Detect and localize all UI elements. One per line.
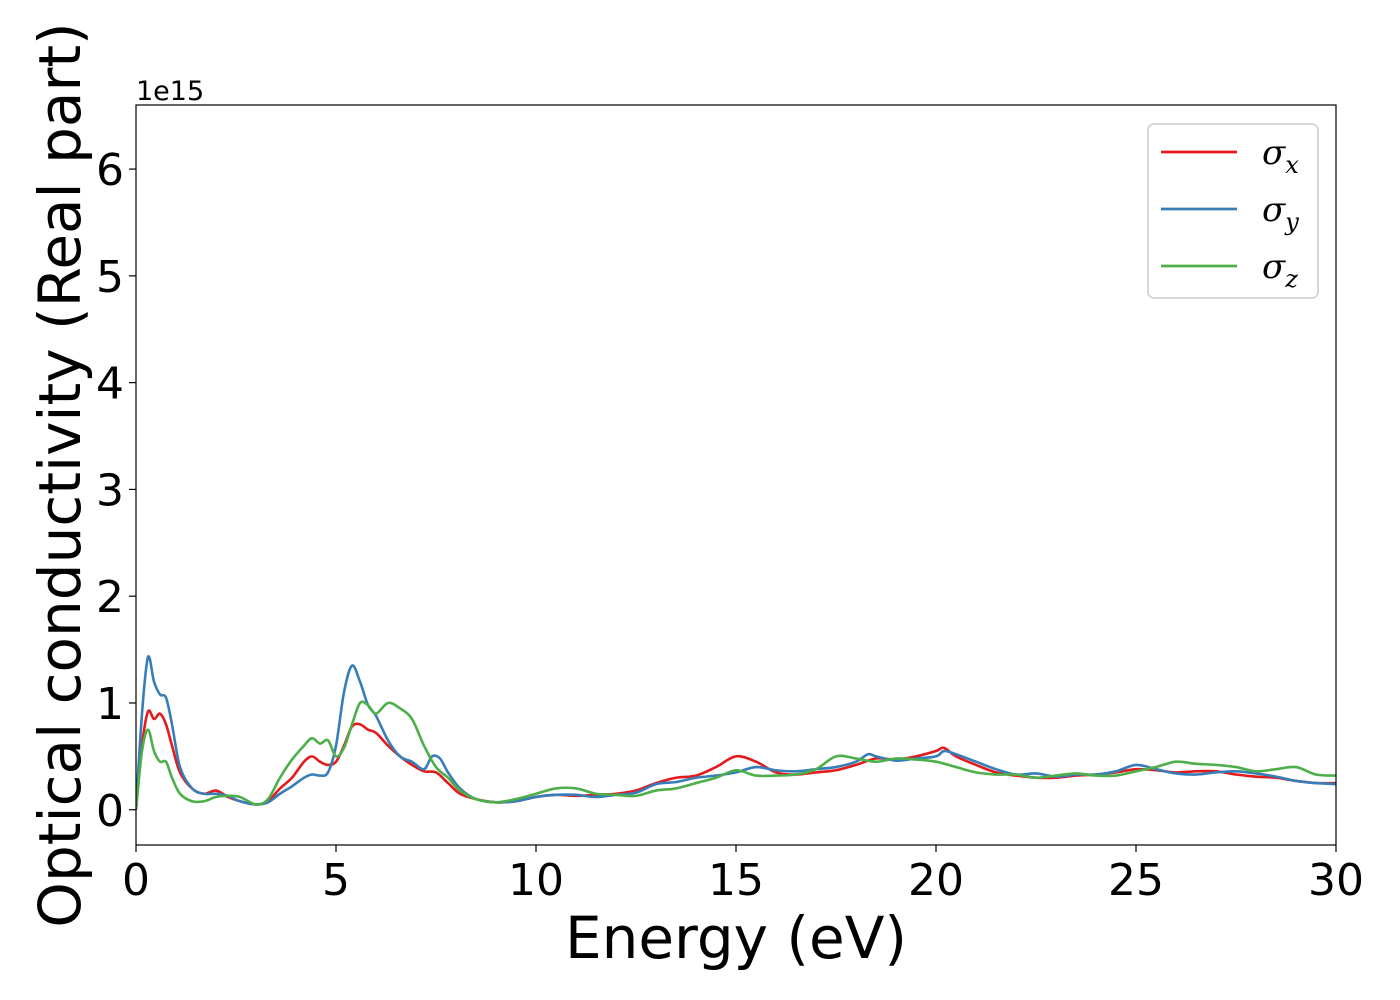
y-tick-label: 2 [96,572,124,623]
legend-subscript: y [1284,208,1299,236]
x-tick-label: 30 [1308,855,1364,906]
x-tick-label: 0 [122,855,150,906]
series-line-z [136,700,1336,810]
legend-symbol: σ [1262,247,1286,287]
legend-subscript: z [1284,265,1298,293]
plot-area [136,105,1336,845]
y-tick-label: 3 [96,465,124,516]
y-tick-label: 6 [96,145,124,196]
legend-symbol: σ [1262,190,1286,230]
y-tick-label: 1 [96,679,124,730]
y-axis: 0 1 2 3 4 5 6 [96,145,136,837]
y-tick-label: 5 [96,252,124,303]
x-axis: 0 5 10 15 20 25 30 [122,845,1364,906]
legend-box [1147,123,1319,299]
x-tick-label: 20 [908,855,964,906]
x-tick-label: 25 [1108,855,1164,906]
x-tick-label: 5 [322,855,350,906]
legend-label-z: σz [1262,247,1298,293]
legend-label-x: σx [1262,133,1299,179]
legend-subscript: x [1285,151,1299,179]
y-axis-label: Optical conductivity (Real part) [26,22,94,927]
legend-label-y: σy [1262,190,1299,236]
series-layer [136,655,1336,810]
y-offset-label: 1e15 [136,76,204,107]
x-tick-label: 10 [508,855,564,906]
y-tick-label: 4 [96,359,124,410]
x-tick-label: 15 [708,855,764,906]
x-axis-label: Energy (eV) [565,904,907,972]
y-tick-label: 0 [96,786,124,837]
legend-symbol: σ [1262,133,1286,173]
